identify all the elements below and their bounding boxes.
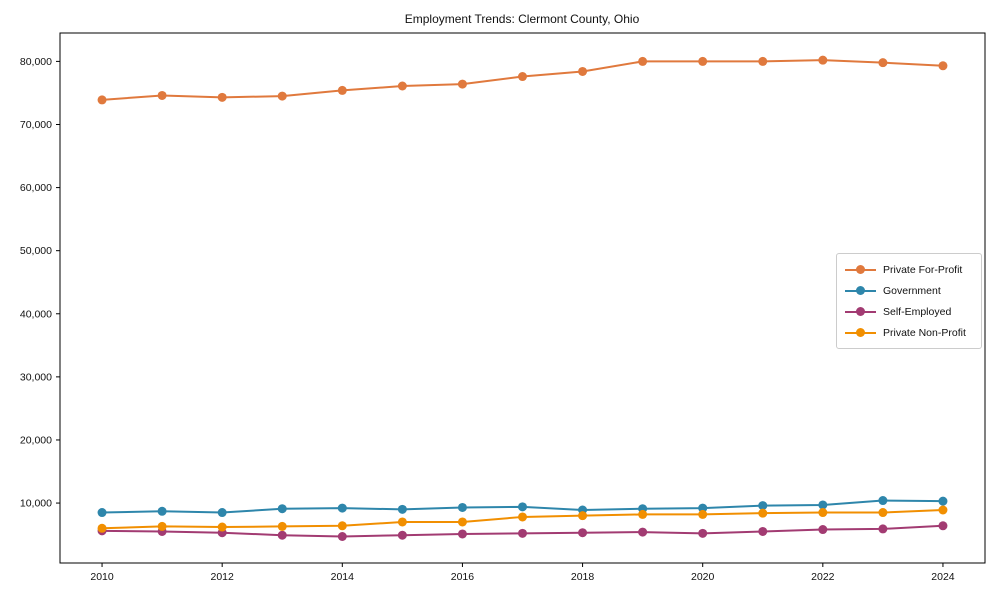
data-point (217, 522, 227, 532)
data-point (698, 528, 708, 538)
data-point (157, 506, 167, 516)
data-point (277, 521, 287, 531)
data-point (638, 56, 648, 66)
data-point (277, 504, 287, 514)
data-point (698, 56, 708, 66)
data-point (638, 527, 648, 537)
data-point (397, 517, 407, 527)
data-point (337, 521, 347, 531)
x-tick-label: 2016 (451, 571, 475, 583)
data-point (397, 504, 407, 514)
data-point (818, 55, 828, 65)
data-point (878, 508, 888, 518)
data-point (97, 523, 107, 533)
data-point (277, 530, 287, 540)
data-point (938, 61, 948, 71)
data-point (457, 529, 467, 539)
x-tick-label: 2010 (90, 571, 114, 583)
data-point (518, 72, 527, 82)
series-private-non-profit (97, 505, 948, 533)
data-point (698, 509, 708, 519)
plot-frame (59, 32, 986, 564)
legend-marker-icon (845, 265, 876, 274)
y-tick-label: 40,000 (20, 308, 52, 320)
data-point (938, 505, 948, 515)
data-point (457, 502, 467, 512)
data-point (578, 528, 588, 538)
legend-label: Private For-Profit (883, 263, 963, 276)
legend-marker-icon (845, 286, 876, 295)
x-tick-label: 2014 (331, 571, 355, 583)
data-point (578, 66, 588, 76)
legend-marker-icon (845, 328, 876, 337)
data-point (518, 512, 527, 522)
y-tick-label: 20,000 (20, 434, 52, 446)
data-point (217, 92, 227, 102)
data-point (337, 85, 347, 95)
x-tick-label: 2024 (931, 571, 955, 583)
data-point (758, 526, 768, 536)
y-tick-label: 10,000 (20, 498, 52, 510)
y-tick-label: 50,000 (20, 245, 52, 257)
data-point (938, 496, 948, 506)
data-point (457, 79, 467, 89)
data-point (878, 524, 888, 534)
data-point (818, 525, 828, 535)
data-point (758, 508, 768, 518)
legend-entry-government: Government (845, 280, 973, 301)
legend-label: Government (883, 284, 941, 297)
x-tick-label: 2012 (210, 571, 234, 583)
chart-title: Employment Trends: Clermont County, Ohio (404, 12, 640, 26)
x-tick-label: 2020 (691, 571, 715, 583)
data-point (878, 496, 888, 506)
data-point (337, 503, 347, 513)
data-point (518, 502, 527, 512)
data-point (758, 56, 768, 66)
legend-entry-self-employed: Self-Employed (845, 301, 973, 322)
data-point (397, 530, 407, 540)
data-point (638, 509, 648, 519)
data-point (758, 501, 768, 511)
data-point (878, 58, 888, 68)
data-point (157, 521, 167, 531)
y-tick-label: 30,000 (20, 371, 52, 383)
series-private-for-profit (97, 55, 948, 105)
data-point (457, 517, 467, 527)
y-tick-label: 60,000 (20, 182, 52, 194)
data-point (698, 503, 708, 513)
data-point (337, 532, 347, 541)
legend-label: Private Non-Profit (883, 326, 966, 339)
data-point (818, 500, 828, 510)
x-tick-label: 2018 (571, 571, 595, 583)
data-point (277, 91, 287, 101)
data-point (518, 528, 527, 538)
legend-marker-icon (845, 307, 876, 316)
data-point (578, 511, 588, 521)
data-point (157, 90, 167, 100)
y-tick-label: 70,000 (20, 119, 52, 131)
series-self-employed (97, 521, 948, 541)
legend: Private For-Profit Government Self-Employe… (836, 253, 982, 349)
data-point (217, 508, 227, 518)
data-point (97, 95, 107, 105)
x-tick-label: 2022 (811, 571, 835, 583)
data-point (938, 521, 948, 531)
data-point (397, 81, 407, 91)
legend-entry-private-non-profit: Private Non-Profit (845, 322, 973, 343)
data-point (97, 508, 107, 518)
y-tick-label: 80,000 (20, 56, 52, 68)
legend-label: Self-Employed (883, 305, 952, 318)
data-point (818, 508, 828, 518)
legend-entry-private-for-profit: Private For-Profit (845, 259, 973, 280)
